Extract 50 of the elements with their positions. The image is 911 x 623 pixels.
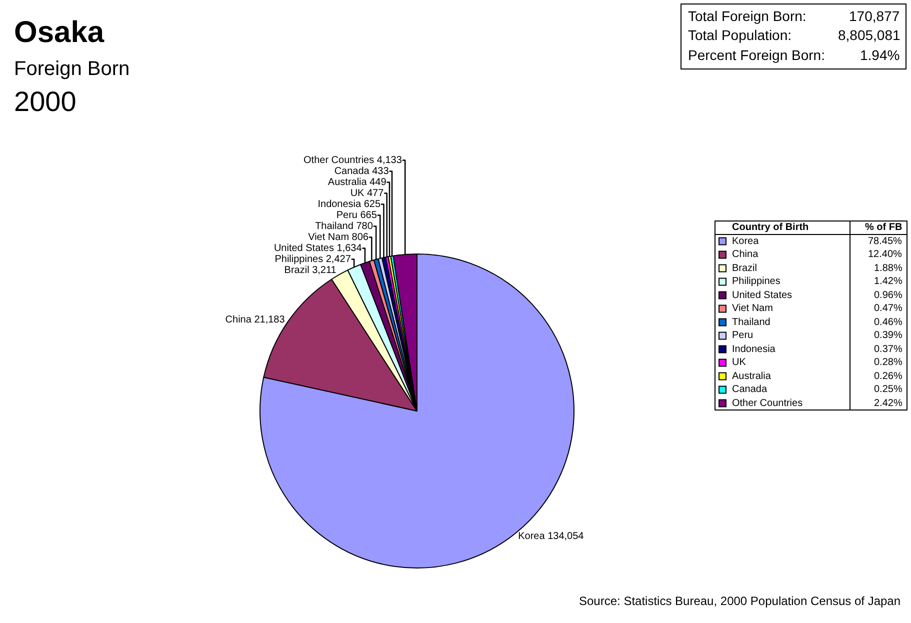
category-label: Canada 433 [334, 166, 389, 177]
text: Total Foreign Born: [688, 8, 806, 24]
text: 1.42% [874, 276, 902, 287]
category-label: United States 1,634 [274, 242, 362, 254]
category-label: Viet Nam 806 [308, 232, 368, 243]
category-label: Other Countries 4,133 [304, 154, 402, 166]
source-note: Source: Statistics Bureau, 2000 Population Census of Japan [579, 594, 901, 608]
legend-label: Thailand [732, 317, 770, 328]
text: 170,877 [849, 8, 900, 24]
text: Total Population: [688, 27, 792, 43]
category-label: Thailand 780 [315, 220, 373, 232]
legend-label: Viet Nam [732, 303, 773, 314]
legend-label: Brazil [732, 263, 758, 274]
category-label: Peru 665 [336, 210, 377, 221]
text: 0.37% [874, 344, 902, 355]
category-label: UK 477 [350, 188, 384, 199]
legend-title: Country of Birth [732, 222, 809, 233]
chart-subtitle: Foreign Born 2000 [14, 58, 130, 117]
legend-label: UK [732, 357, 746, 368]
text: 2.42% [874, 398, 902, 409]
legend-label: Peru [732, 330, 754, 341]
text: 1.88% [874, 263, 902, 274]
category-label: China 21,183 [225, 314, 285, 326]
text: Percent Foreign Born: [688, 47, 825, 63]
text: 0.26% [874, 371, 902, 382]
text: 0.96% [874, 290, 902, 301]
legend-label: Korea [732, 236, 760, 247]
text: 0.28% [874, 357, 902, 368]
text: % of FB [865, 222, 902, 233]
text: 12.40% [868, 249, 902, 260]
legend-label: Other Countries [732, 398, 803, 409]
legend-label: Indonesia [732, 344, 776, 355]
category-label: Indonesia 625 [318, 198, 381, 210]
category-label: Philippines 2,427 [274, 254, 351, 265]
text: 0.39% [874, 330, 902, 341]
category-label: Korea 134,054 [518, 531, 584, 542]
text: 8,805,081 [838, 27, 900, 43]
legend-label: Canada [732, 384, 768, 395]
legend-label: Australia [732, 371, 772, 382]
text: 0.47% [874, 303, 902, 314]
text: 0.25% [874, 384, 902, 395]
chart-title: Osaka [14, 16, 104, 49]
text: 1.94% [860, 47, 900, 63]
legend-label: United States [732, 290, 792, 301]
text: 78.45% [868, 236, 902, 247]
category-label: Australia 449 [328, 176, 386, 188]
legend-label: China [732, 249, 759, 260]
text: 0.46% [874, 317, 902, 328]
legend-label: Philippines [732, 276, 780, 287]
category-label: Brazil 3,211 [284, 264, 336, 276]
